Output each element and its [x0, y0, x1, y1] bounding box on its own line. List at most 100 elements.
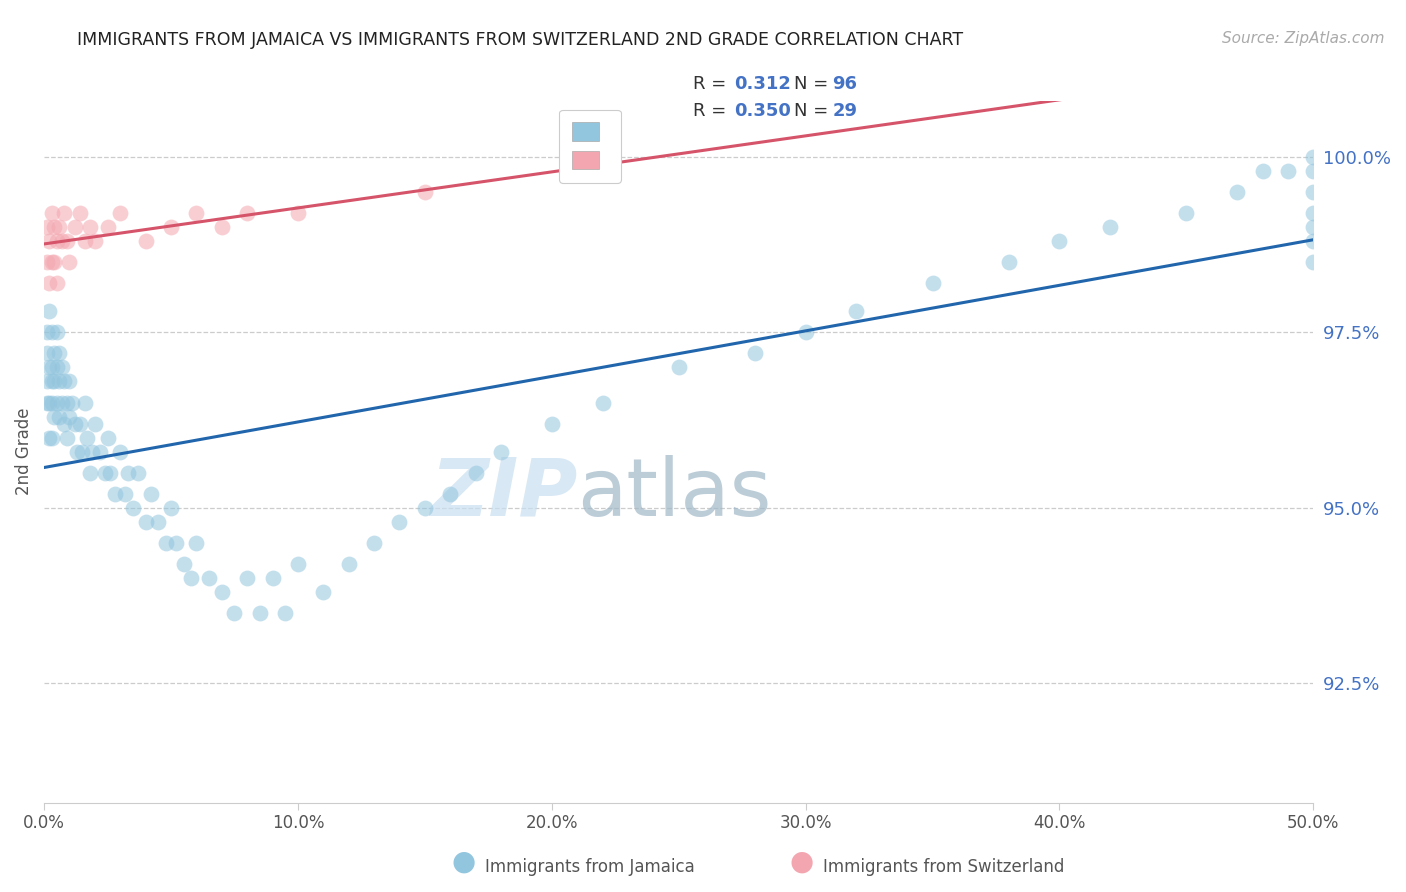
Point [186, 536, 208, 550]
Point [464, 466, 486, 480]
Point [41, 360, 63, 375]
Point [58, 375, 80, 389]
Point [363, 536, 385, 550]
Point [56, 395, 79, 409]
Point [79, 220, 101, 235]
Point [63, 220, 86, 235]
Point [53, 206, 76, 220]
Text: Immigrants from Switzerland: Immigrants from Switzerland [823, 858, 1064, 876]
Point [89, 444, 111, 458]
Point [287, 206, 309, 220]
Point [63, 417, 86, 431]
Point [44, 255, 66, 269]
Point [38, 431, 60, 445]
Point [165, 536, 187, 550]
Text: 29: 29 [832, 103, 858, 120]
Point [97, 431, 120, 445]
Point [51, 234, 73, 248]
Point [41, 255, 63, 269]
Point [439, 487, 461, 501]
Point [135, 234, 157, 248]
Point [69, 206, 91, 220]
Text: N =: N = [794, 75, 834, 93]
Point [82, 444, 104, 458]
Point [1049, 234, 1071, 248]
Text: ●: ● [451, 848, 477, 876]
Point [38, 395, 60, 409]
Point [139, 487, 162, 501]
Point [35, 395, 58, 409]
Point [1277, 164, 1299, 178]
Point [104, 487, 127, 501]
Point [35, 326, 58, 340]
Point [1251, 164, 1274, 178]
Text: ZIP: ZIP [430, 455, 576, 533]
Point [1302, 234, 1324, 248]
Point [58, 409, 80, 424]
Text: 96: 96 [832, 75, 858, 93]
Y-axis label: 2nd Grade: 2nd Grade [15, 408, 32, 495]
Point [97, 220, 120, 235]
Point [53, 417, 76, 431]
Point [45, 395, 67, 409]
Point [53, 375, 76, 389]
Point [921, 276, 943, 290]
Point [794, 326, 817, 340]
Point [56, 431, 79, 445]
Point [413, 185, 436, 199]
Point [44, 220, 66, 235]
Point [262, 571, 284, 585]
Point [45, 360, 67, 375]
Point [148, 515, 170, 529]
Point [114, 487, 136, 501]
Point [51, 360, 73, 375]
Text: R =: R = [693, 75, 733, 93]
Point [249, 606, 271, 620]
Point [79, 466, 101, 480]
Point [48, 346, 70, 360]
Point [35, 346, 58, 360]
Point [41, 206, 63, 220]
Text: IMMIGRANTS FROM JAMAICA VS IMMIGRANTS FROM SWITZERLAND 2ND GRADE CORRELATION CHA: IMMIGRANTS FROM JAMAICA VS IMMIGRANTS FR… [77, 31, 963, 49]
Point [135, 515, 157, 529]
Point [98, 466, 121, 480]
Point [38, 304, 60, 318]
Point [73, 395, 96, 409]
Point [38, 234, 60, 248]
Point [1302, 164, 1324, 178]
Point [127, 466, 149, 480]
Point [41, 375, 63, 389]
Point [287, 557, 309, 571]
Point [211, 585, 233, 599]
Point [110, 206, 132, 220]
Text: R =: R = [693, 103, 733, 120]
Point [122, 500, 145, 515]
Point [73, 234, 96, 248]
Text: Immigrants from Jamaica: Immigrants from Jamaica [485, 858, 695, 876]
Point [83, 234, 105, 248]
Point [45, 326, 67, 340]
Text: N =: N = [794, 103, 834, 120]
Point [69, 417, 91, 431]
Point [117, 466, 139, 480]
Point [60, 395, 83, 409]
Point [160, 220, 183, 235]
Point [58, 255, 80, 269]
Point [489, 444, 512, 458]
Point [1099, 220, 1122, 235]
Point [1226, 185, 1249, 199]
Point [56, 234, 79, 248]
Point [48, 409, 70, 424]
Point [44, 409, 66, 424]
Legend: , : , [560, 110, 620, 183]
Point [35, 255, 58, 269]
Point [274, 606, 297, 620]
Point [1302, 220, 1324, 235]
Point [44, 375, 66, 389]
Point [35, 375, 58, 389]
Point [155, 536, 177, 550]
Point [1302, 206, 1324, 220]
Point [312, 585, 335, 599]
Point [66, 444, 89, 458]
Point [845, 304, 868, 318]
